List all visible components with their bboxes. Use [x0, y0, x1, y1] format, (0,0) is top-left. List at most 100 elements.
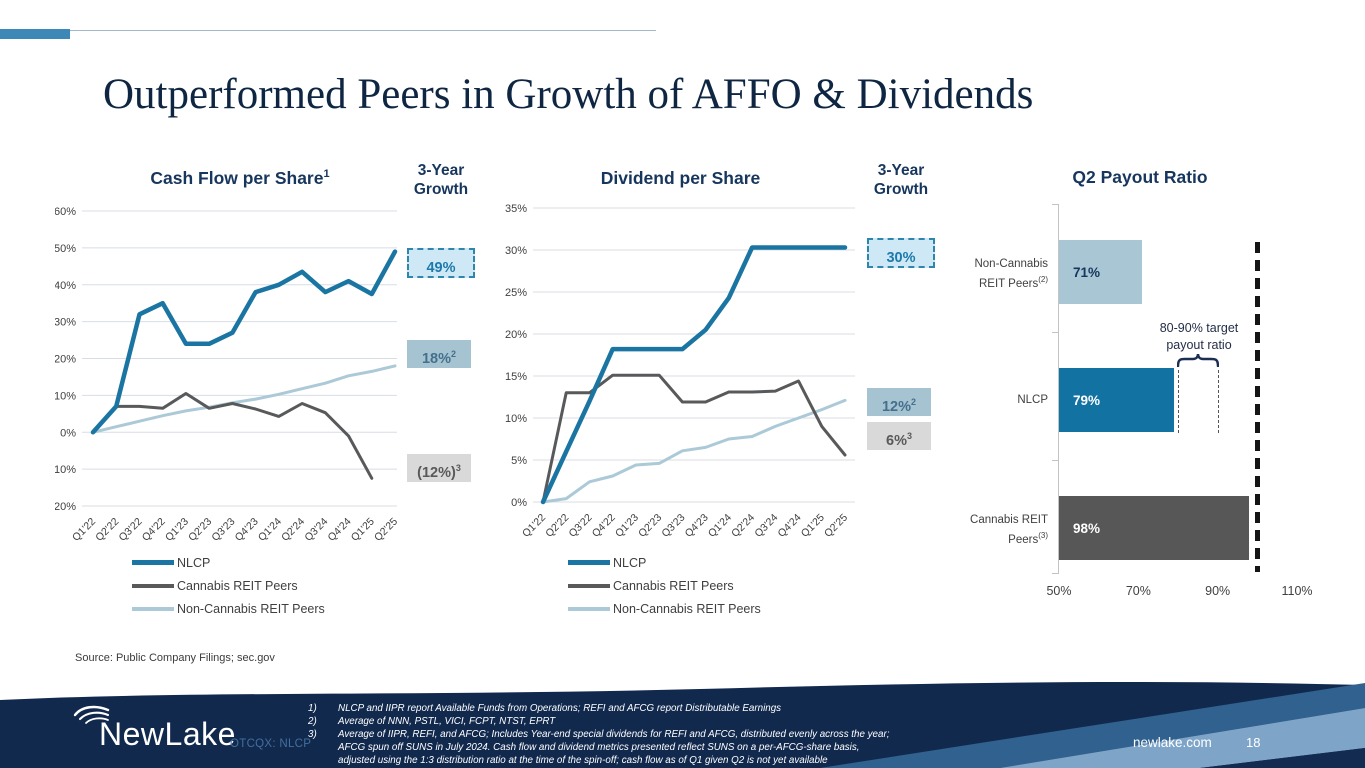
- top-rule-line: [0, 30, 656, 31]
- target-range-dash-90: [1218, 370, 1219, 433]
- x-tick-label: Q4'24: [326, 516, 354, 544]
- annotation-target-payout: 80-90% target payout ratio: [1159, 321, 1239, 352]
- footnote-3: 3) Average of IIPR, REFI, and AFCG; Inclu…: [308, 729, 890, 766]
- payout-axis-tick: [1052, 460, 1059, 461]
- payout-axis-tick: [1052, 204, 1059, 205]
- payout-axis: [1058, 204, 1059, 574]
- y-tick-label: 50%: [55, 243, 76, 255]
- footnote-1: 1) NLCP and IIPR report Available Funds f…: [308, 703, 782, 714]
- top-accent-bar: [0, 29, 70, 39]
- y-tick-label: -10%: [55, 464, 76, 476]
- y-tick-label: 20%: [55, 354, 76, 366]
- y-tick-label: 0%: [511, 497, 527, 509]
- payout-category-cannabis: Cannabis REIT Peers(3): [970, 514, 1048, 546]
- growth-header-cashflow: 3-Year Growth: [413, 162, 469, 198]
- footer-wave: [0, 682, 1365, 768]
- y-tick-label: 5%: [511, 455, 527, 467]
- payout-xtick: 90%: [1205, 584, 1231, 598]
- callout-dividend-nlcp-growth: 30%: [867, 238, 935, 268]
- x-tick-label: Q3'23: [209, 516, 237, 544]
- legend-item: NLCP: [132, 551, 362, 574]
- x-tick-label: Q1'23: [163, 516, 191, 544]
- x-tick-label: Q1'25: [799, 512, 827, 540]
- payout-bar-value: 79%: [1073, 392, 1101, 408]
- x-tick-label: Q2'25: [372, 516, 400, 544]
- y-tick-label: -20%: [55, 501, 76, 513]
- legend-item: Cannabis REIT Peers: [132, 574, 362, 597]
- y-tick-label: 30%: [55, 317, 76, 329]
- page-number: 18: [1246, 735, 1261, 750]
- line-series-nlcp: [540, 245, 848, 505]
- payout-xtick: 110%: [1281, 584, 1313, 598]
- payout-xtick: 70%: [1125, 584, 1151, 598]
- callout-cashflow-noncannabis-growth: 18%2: [407, 340, 471, 368]
- x-tick-label: Q4'22: [590, 512, 618, 540]
- line-series-nlcp: [90, 249, 398, 435]
- chart-dividend-title: Dividend per Share: [600, 168, 761, 188]
- legend-swatch-noncannabis: [132, 606, 174, 611]
- x-tick-label: Q1'24: [706, 512, 734, 540]
- legend-swatch-cannabis: [568, 583, 610, 588]
- y-tick-label: 60%: [55, 206, 76, 218]
- growth-header-dividend: 3-Year Growth: [873, 162, 929, 198]
- line-series-non-cannabis-reit-peers: [541, 398, 847, 504]
- x-tick-label: Q2'24: [279, 516, 307, 544]
- payout-bar-value: 71%: [1073, 264, 1101, 280]
- x-tick-label: Q2'25: [822, 512, 850, 540]
- x-tick-label: Q1'22: [70, 516, 98, 544]
- legend-dividend: NLCP Cannabis REIT Peers Non-Cannabis RE…: [568, 551, 798, 620]
- x-tick-label: Q2'22: [93, 516, 121, 544]
- legend-item: NLCP: [568, 551, 798, 574]
- legend-item: Non-Cannabis REIT Peers: [568, 597, 798, 620]
- x-tick-label: Q4'22: [140, 516, 168, 544]
- payout-xtick: 50%: [1046, 584, 1072, 598]
- x-tick-label: Q3'24: [302, 516, 330, 544]
- legend-item: Non-Cannabis REIT Peers: [132, 597, 362, 620]
- payout-reference-line-100pct: [1255, 242, 1260, 572]
- slide-title: Outperformed Peers in Growth of AFFO & D…: [103, 71, 1034, 118]
- x-tick-label: Q1'23: [613, 512, 641, 540]
- chart-dividend-plot: 35%30%25%20%15%10%5%0%Q1'22Q2'22Q3'22Q4'…: [505, 203, 855, 540]
- x-tick-label: Q2'23: [636, 512, 664, 540]
- payout-axis-tick: [1052, 573, 1059, 574]
- y-tick-label: 10%: [55, 390, 76, 402]
- callout-cashflow-nlcp-growth: 49%: [407, 248, 475, 278]
- footnote-2: 2) Average of NNN, PSTL, VICI, FCPT, NTST…: [308, 716, 556, 727]
- y-tick-label: 0%: [60, 427, 76, 439]
- legend-swatch-nlcp: [132, 560, 174, 565]
- source-note: Source: Public Company Filings; sec.gov: [75, 652, 275, 664]
- payout-bar-noncannabis: 71%: [1059, 240, 1143, 304]
- x-tick-label: Q1'25: [349, 516, 377, 544]
- y-tick-label: 10%: [505, 413, 527, 425]
- x-tick-label: Q3'23: [659, 512, 687, 540]
- line-series-non-cannabis-reit-peers: [91, 364, 397, 434]
- x-tick-label: Q3'22: [117, 516, 145, 544]
- x-tick-label: Q3'24: [752, 512, 780, 540]
- chart-payout-title: Q2 Payout Ratio: [1072, 167, 1208, 187]
- y-tick-label: 35%: [505, 203, 527, 215]
- legend-swatch-noncannabis: [568, 606, 610, 611]
- legend-swatch-nlcp: [568, 560, 610, 565]
- x-tick-label: Q2'22: [543, 512, 571, 540]
- target-range-brace: [1177, 353, 1219, 367]
- payout-bar-value: 98%: [1073, 520, 1101, 536]
- chart-cashflow-plot: 60%50%40%30%20%10%0%-10%-20%Q1'22Q2'22Q3…: [55, 206, 400, 544]
- target-range-dash-80: [1178, 370, 1179, 433]
- callout-dividend-cannabis-growth: 6%3: [867, 422, 931, 450]
- x-tick-label: Q3'22: [567, 512, 595, 540]
- x-tick-label: Q2'23: [186, 516, 214, 544]
- payout-category-noncannabis: Non-Cannabis REIT Peers(2): [974, 258, 1048, 290]
- callout-dividend-noncannabis-growth: 12%2: [867, 388, 931, 416]
- y-tick-label: 15%: [505, 371, 527, 383]
- newlake-wave-icon: [73, 705, 110, 724]
- chart-cashflow-title: Cash Flow per Share1: [150, 168, 330, 188]
- payout-axis-tick: [1052, 332, 1059, 333]
- y-tick-label: 40%: [55, 280, 76, 292]
- newlake-logo: NewLake: [99, 716, 236, 752]
- payout-category-nlcp: NLCP: [1017, 394, 1048, 406]
- legend-swatch-cannabis: [132, 583, 174, 588]
- website-text: newlake.com: [1133, 735, 1212, 750]
- y-tick-label: 30%: [505, 245, 527, 257]
- legend-cashflow: NLCP Cannabis REIT Peers Non-Cannabis RE…: [132, 551, 362, 620]
- line-series-cannabis-reit-peers: [91, 392, 374, 480]
